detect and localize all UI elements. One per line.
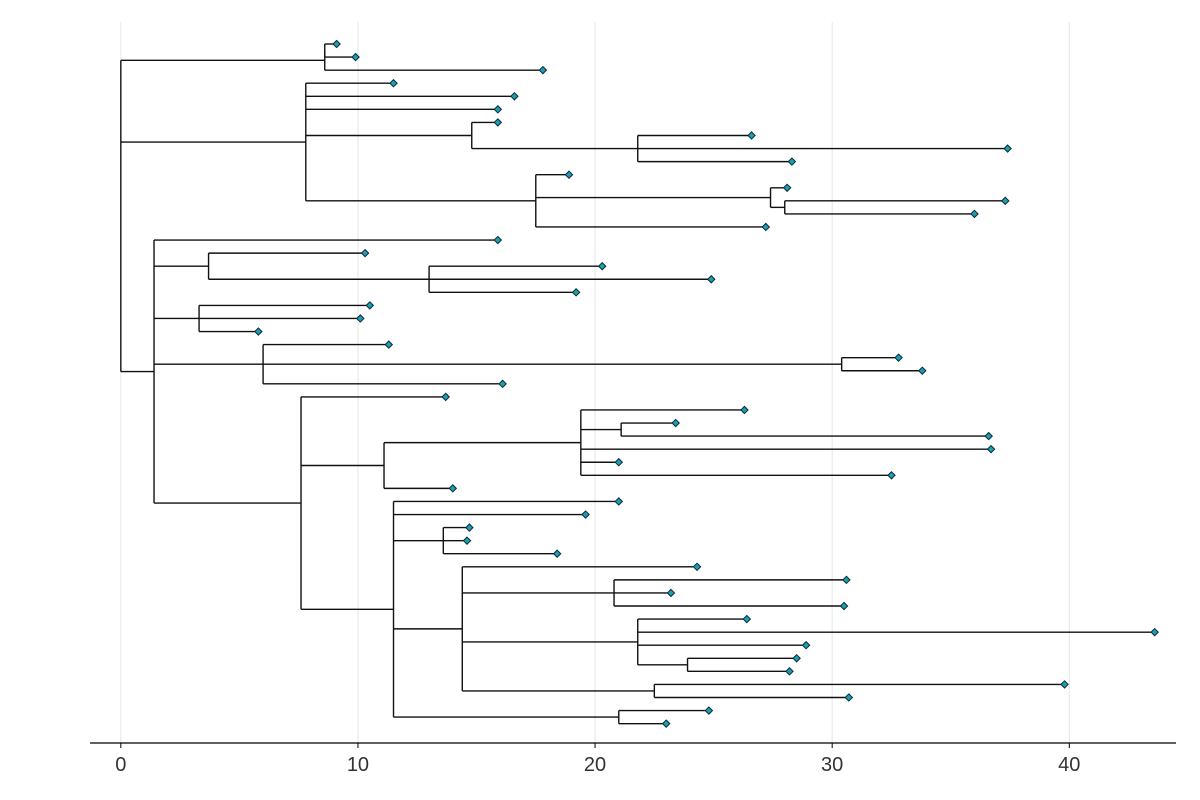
tip-marker xyxy=(839,601,849,611)
tip-marker xyxy=(614,497,624,506)
tip-marker xyxy=(887,471,896,480)
tip-marker xyxy=(666,588,676,598)
tip-marker xyxy=(571,288,581,297)
tree-branches xyxy=(120,43,1155,725)
tip-marker xyxy=(692,562,702,572)
tip-marker xyxy=(917,366,927,376)
x-tick-label: 20 xyxy=(584,754,606,776)
tip-marker xyxy=(1003,144,1012,153)
x-axis-ticks: 0 10 20 30 40 xyxy=(115,743,1080,776)
tip-marker xyxy=(761,222,771,232)
tip-marker xyxy=(661,719,671,728)
tip-marker xyxy=(1000,196,1010,206)
tip-marker xyxy=(1060,680,1069,689)
tip-marker xyxy=(552,549,562,559)
tip-marker xyxy=(493,105,503,114)
tip-marker xyxy=(706,274,716,284)
tip-marker xyxy=(441,392,450,402)
tip-marker xyxy=(564,170,574,180)
tip-marker xyxy=(493,235,503,245)
tip-marker xyxy=(384,340,394,349)
tip-marker xyxy=(448,484,458,493)
tip-marker xyxy=(389,78,398,88)
tip-marker xyxy=(984,431,993,441)
tip-marker xyxy=(740,405,749,415)
tip-marker xyxy=(254,327,263,336)
vertical-gridlines xyxy=(120,22,1070,743)
x-tick-label: 0 xyxy=(115,754,126,776)
tip-marker xyxy=(747,131,756,140)
tip-marker xyxy=(787,157,797,166)
tip-marker xyxy=(510,91,519,101)
tip-marker xyxy=(465,523,474,532)
tip-marker xyxy=(351,52,360,62)
x-tick-label: 10 xyxy=(347,754,369,776)
tip-marker xyxy=(581,510,590,519)
tip-marker xyxy=(970,209,979,219)
tip-marker xyxy=(842,575,851,585)
tip-marker xyxy=(785,667,794,676)
tip-marker xyxy=(844,693,854,702)
x-tick-label: 40 xyxy=(1058,754,1080,776)
tip-marker xyxy=(801,640,811,650)
tip-marker xyxy=(365,301,375,310)
tip-marker xyxy=(614,457,624,467)
tip-marker xyxy=(782,183,792,193)
tree-tips xyxy=(254,39,1159,728)
tip-marker xyxy=(498,379,507,389)
tip-marker xyxy=(360,248,370,258)
tip-marker xyxy=(986,444,996,454)
tip-marker xyxy=(538,65,548,75)
tip-marker xyxy=(493,118,503,127)
tip-marker xyxy=(356,314,365,323)
tip-marker xyxy=(1150,627,1159,637)
tip-marker xyxy=(792,653,801,663)
tip-marker xyxy=(462,536,472,545)
tip-marker xyxy=(742,614,752,624)
tip-marker xyxy=(597,261,607,271)
tip-marker xyxy=(704,706,714,715)
tip-marker xyxy=(894,353,903,362)
tip-marker xyxy=(671,418,680,428)
x-tick-label: 30 xyxy=(821,754,843,776)
tip-marker xyxy=(332,39,341,49)
